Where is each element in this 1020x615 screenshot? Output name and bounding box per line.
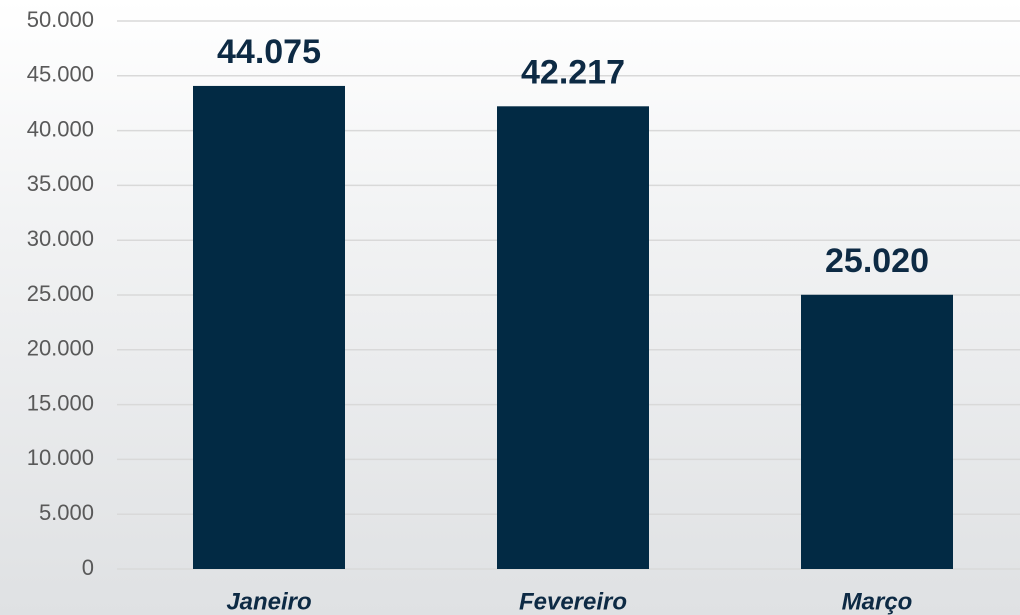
value-label: 44.075: [217, 33, 321, 71]
y-tick-label: 25.000: [27, 281, 94, 306]
x-tick-label: Março: [842, 588, 913, 615]
bar: [801, 294, 953, 569]
bar: [193, 85, 345, 570]
y-tick-label: 50.000: [27, 7, 94, 32]
bar: [497, 106, 649, 569]
y-tick-label: 20.000: [27, 336, 94, 361]
value-label: 25.020: [825, 242, 929, 280]
y-tick-label: 15.000: [27, 390, 94, 415]
y-tick-label: 10.000: [27, 445, 94, 470]
y-tick-label: 35.000: [27, 171, 94, 196]
y-tick-label: 5.000: [39, 500, 94, 525]
y-tick-label: 0: [82, 555, 94, 580]
y-tick-label: 30.000: [27, 226, 94, 251]
y-tick-label: 45.000: [27, 62, 94, 87]
y-tick-label: 40.000: [27, 116, 94, 141]
x-tick-label: Fevereiro: [519, 588, 627, 615]
value-label: 42.217: [521, 53, 625, 91]
x-tick-label: Janeiro: [226, 588, 311, 615]
